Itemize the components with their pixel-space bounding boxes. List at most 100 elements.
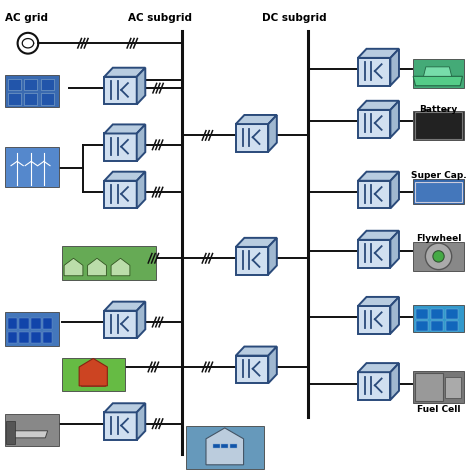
- Polygon shape: [391, 297, 399, 334]
- FancyBboxPatch shape: [413, 371, 464, 403]
- FancyBboxPatch shape: [186, 426, 264, 469]
- Polygon shape: [137, 124, 146, 161]
- Polygon shape: [413, 76, 463, 86]
- FancyBboxPatch shape: [413, 59, 464, 88]
- Polygon shape: [268, 346, 277, 383]
- FancyBboxPatch shape: [31, 318, 41, 329]
- Polygon shape: [104, 134, 137, 161]
- Polygon shape: [104, 301, 146, 311]
- Polygon shape: [79, 358, 107, 386]
- FancyBboxPatch shape: [41, 79, 54, 91]
- Polygon shape: [358, 181, 391, 209]
- Polygon shape: [64, 258, 83, 276]
- FancyBboxPatch shape: [31, 332, 41, 343]
- FancyBboxPatch shape: [415, 373, 443, 401]
- FancyBboxPatch shape: [445, 377, 461, 398]
- FancyBboxPatch shape: [5, 147, 59, 187]
- Polygon shape: [358, 306, 391, 334]
- Polygon shape: [391, 231, 399, 267]
- Polygon shape: [358, 240, 391, 267]
- Polygon shape: [137, 68, 146, 104]
- FancyBboxPatch shape: [416, 310, 428, 319]
- FancyBboxPatch shape: [442, 109, 448, 112]
- Polygon shape: [104, 172, 146, 181]
- Polygon shape: [358, 297, 399, 306]
- Text: DC subgrid: DC subgrid: [262, 12, 327, 22]
- Polygon shape: [88, 258, 106, 276]
- FancyBboxPatch shape: [230, 444, 237, 448]
- Text: Battery: Battery: [419, 105, 458, 114]
- FancyBboxPatch shape: [430, 310, 443, 319]
- Polygon shape: [358, 58, 391, 85]
- Polygon shape: [137, 301, 146, 338]
- Text: Flywheel: Flywheel: [416, 234, 461, 243]
- Polygon shape: [268, 238, 277, 274]
- Polygon shape: [104, 77, 137, 104]
- Polygon shape: [236, 124, 268, 152]
- Polygon shape: [137, 172, 146, 209]
- FancyBboxPatch shape: [8, 93, 21, 105]
- FancyBboxPatch shape: [5, 312, 59, 346]
- FancyBboxPatch shape: [5, 414, 59, 446]
- Polygon shape: [236, 346, 277, 356]
- Polygon shape: [391, 49, 399, 85]
- Polygon shape: [268, 115, 277, 152]
- Polygon shape: [104, 124, 146, 134]
- Polygon shape: [358, 231, 399, 240]
- Polygon shape: [104, 412, 137, 440]
- Polygon shape: [104, 68, 146, 77]
- Polygon shape: [391, 172, 399, 209]
- Polygon shape: [236, 238, 277, 247]
- Polygon shape: [358, 363, 399, 372]
- FancyBboxPatch shape: [413, 111, 464, 140]
- FancyBboxPatch shape: [446, 321, 458, 330]
- FancyBboxPatch shape: [416, 321, 428, 330]
- Polygon shape: [358, 172, 399, 181]
- Polygon shape: [236, 247, 268, 274]
- FancyBboxPatch shape: [213, 444, 219, 448]
- FancyBboxPatch shape: [5, 75, 59, 107]
- Polygon shape: [104, 403, 146, 412]
- FancyBboxPatch shape: [423, 109, 429, 112]
- FancyBboxPatch shape: [82, 367, 105, 386]
- FancyBboxPatch shape: [19, 318, 29, 329]
- FancyBboxPatch shape: [24, 79, 37, 91]
- Polygon shape: [358, 49, 399, 58]
- Polygon shape: [104, 181, 137, 209]
- Polygon shape: [391, 101, 399, 137]
- FancyBboxPatch shape: [41, 93, 54, 105]
- Polygon shape: [206, 428, 244, 465]
- FancyBboxPatch shape: [6, 421, 15, 444]
- FancyBboxPatch shape: [43, 318, 52, 329]
- Polygon shape: [423, 67, 452, 76]
- Circle shape: [425, 243, 452, 270]
- FancyBboxPatch shape: [413, 179, 464, 204]
- Polygon shape: [236, 115, 277, 124]
- FancyBboxPatch shape: [43, 332, 52, 343]
- Text: AC grid: AC grid: [5, 12, 48, 22]
- Polygon shape: [104, 311, 137, 338]
- FancyBboxPatch shape: [8, 79, 21, 91]
- FancyBboxPatch shape: [413, 305, 464, 332]
- Text: AC subgrid: AC subgrid: [128, 12, 192, 22]
- FancyBboxPatch shape: [430, 321, 443, 330]
- FancyBboxPatch shape: [62, 246, 156, 280]
- FancyBboxPatch shape: [415, 182, 462, 202]
- FancyBboxPatch shape: [8, 318, 17, 329]
- FancyBboxPatch shape: [413, 242, 464, 271]
- FancyBboxPatch shape: [221, 444, 228, 448]
- Polygon shape: [236, 356, 268, 383]
- FancyBboxPatch shape: [24, 93, 37, 105]
- FancyBboxPatch shape: [62, 358, 125, 391]
- Polygon shape: [358, 372, 391, 400]
- Text: Super Cap.: Super Cap.: [410, 171, 466, 180]
- FancyBboxPatch shape: [446, 310, 458, 319]
- Text: Fuel Cell: Fuel Cell: [417, 405, 460, 414]
- Polygon shape: [111, 258, 130, 276]
- FancyBboxPatch shape: [8, 332, 17, 343]
- Polygon shape: [358, 110, 391, 137]
- Polygon shape: [10, 431, 48, 438]
- Circle shape: [433, 251, 444, 262]
- Polygon shape: [391, 363, 399, 400]
- FancyBboxPatch shape: [19, 332, 29, 343]
